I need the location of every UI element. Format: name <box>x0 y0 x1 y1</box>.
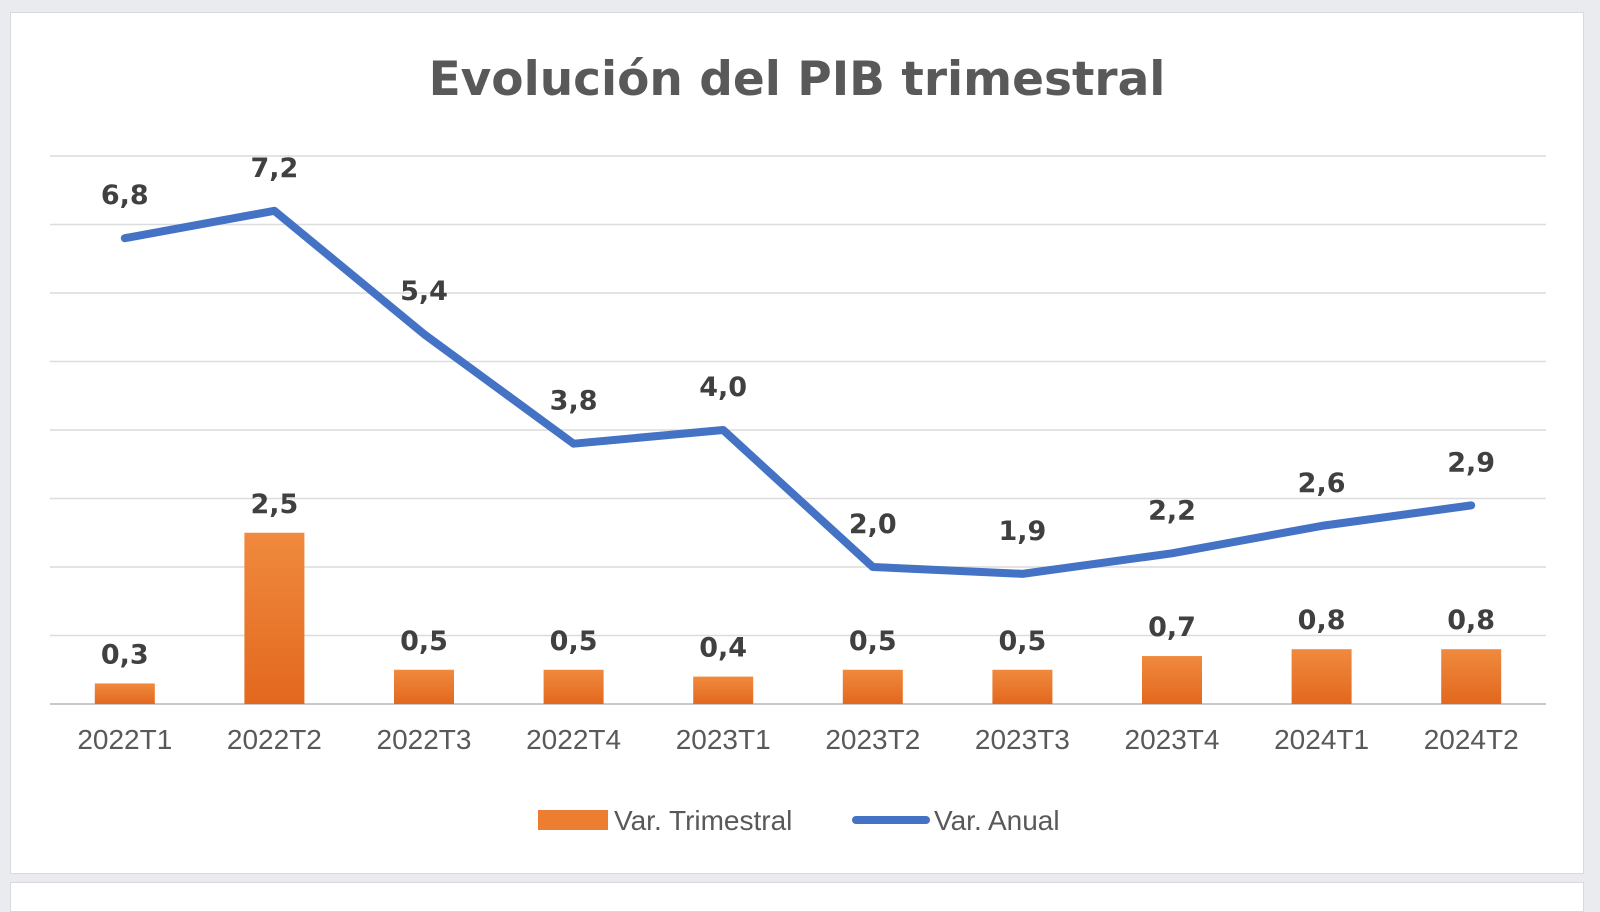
bar-2024t1 <box>1292 649 1352 704</box>
x-axis-ticks: 2022T1 2022T2 2022T3 2022T4 2023T1 2023T2 2023… <box>77 724 1518 755</box>
data-labels: 0,3 2,5 0,5 0,5 0,4 0,5 0,5 0,7 0,8 0,8 6,8 7,2 5,4 3… <box>101 153 1495 671</box>
bar-2023t3 <box>992 670 1052 704</box>
bar-label-2024t1: 0,8 <box>1298 605 1346 636</box>
line-label-2023t1: 4,0 <box>699 372 747 403</box>
bar-label-2023t4: 0,7 <box>1148 612 1196 643</box>
chart-title: Evolución del PIB trimestral <box>429 52 1166 107</box>
bar-2023t4 <box>1142 656 1202 704</box>
line-label-2022t4: 3,8 <box>550 386 598 417</box>
legend-swatch-var-trimestral <box>538 810 608 830</box>
x-tick-2023t4: 2023T4 <box>1125 724 1220 755</box>
line-label-2022t1: 6,8 <box>101 180 149 211</box>
x-tick-2024t1: 2024T1 <box>1274 724 1369 755</box>
line-label-2022t3: 5,4 <box>400 276 448 307</box>
x-tick-2022t2: 2022T2 <box>227 724 322 755</box>
legend: Var. Trimestral Var. Anual <box>538 805 1060 836</box>
x-tick-2023t1: 2023T1 <box>676 724 771 755</box>
legend-label-var-trimestral: Var. Trimestral <box>614 805 792 836</box>
line-series <box>125 211 1472 574</box>
x-tick-2022t1: 2022T1 <box>77 724 172 755</box>
bar-2022t1 <box>95 683 155 704</box>
bar-label-2023t3: 0,5 <box>998 626 1046 657</box>
bar-label-2023t1: 0,4 <box>699 633 747 664</box>
line-label-2022t2: 7,2 <box>250 153 298 184</box>
bar-2022t3 <box>394 670 454 704</box>
bar-label-2022t3: 0,5 <box>400 626 448 657</box>
x-tick-2023t3: 2023T3 <box>975 724 1070 755</box>
x-tick-2023t2: 2023T2 <box>825 724 920 755</box>
x-tick-2022t4: 2022T4 <box>526 724 621 755</box>
legend-label-var-anual: Var. Anual <box>934 805 1060 836</box>
line-label-2023t3: 1,9 <box>998 516 1046 547</box>
line-label-2024t1: 2,6 <box>1298 468 1346 499</box>
line-label-2024t2: 2,9 <box>1447 447 1495 478</box>
bar-label-2024t2: 0,8 <box>1447 605 1495 636</box>
bar-label-2022t4: 0,5 <box>550 626 598 657</box>
bar-2022t2 <box>244 533 304 704</box>
bar-series <box>95 533 1501 704</box>
x-tick-2022t3: 2022T3 <box>377 724 472 755</box>
x-tick-2024t2: 2024T2 <box>1424 724 1519 755</box>
bar-label-2023t2: 0,5 <box>849 626 897 657</box>
bar-2022t4 <box>544 670 604 704</box>
bar-label-2022t1: 0,3 <box>101 639 149 670</box>
line-var-anual <box>125 211 1471 574</box>
line-label-2023t2: 2,0 <box>849 509 897 540</box>
bar-2023t2 <box>843 670 903 704</box>
bar-2024t2 <box>1441 649 1501 704</box>
line-label-2023t4: 2,2 <box>1148 495 1196 526</box>
bar-2023t1 <box>693 677 753 704</box>
bar-label-2022t2: 2,5 <box>250 489 298 520</box>
